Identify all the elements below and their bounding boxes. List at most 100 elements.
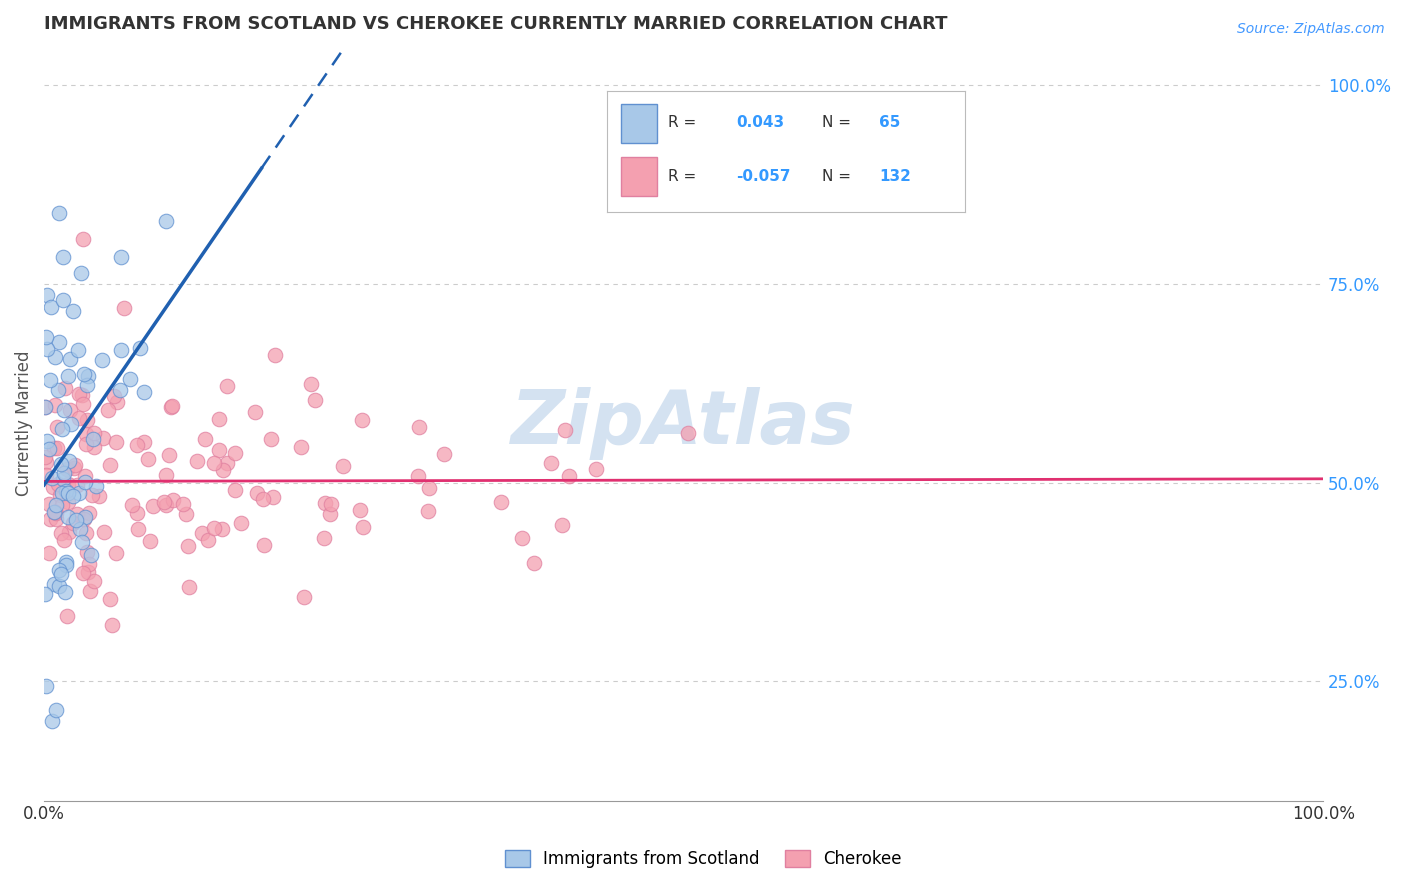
Text: IMMIGRANTS FROM SCOTLAND VS CHEROKEE CURRENTLY MARRIED CORRELATION CHART: IMMIGRANTS FROM SCOTLAND VS CHEROKEE CUR…	[44, 15, 948, 33]
Point	[51, 422, 73, 436]
Point	[76, 544, 98, 558]
Point	[118, 372, 141, 386]
Point	[319, 498, 342, 512]
Point	[676, 426, 699, 441]
Point	[416, 503, 439, 517]
Point	[558, 469, 581, 483]
Point	[55, 484, 77, 499]
Point	[157, 448, 180, 462]
Point	[34, 401, 56, 415]
Point	[41, 300, 63, 314]
Point	[176, 508, 198, 522]
Point	[82, 487, 104, 501]
Point	[69, 486, 91, 500]
Point	[110, 250, 132, 264]
Point	[260, 433, 283, 447]
Point	[35, 468, 58, 483]
Point	[38, 546, 60, 560]
Point	[264, 348, 287, 362]
Point	[98, 591, 121, 606]
Point	[62, 489, 84, 503]
Point	[79, 583, 101, 598]
Point	[51, 486, 73, 500]
Point	[46, 476, 69, 491]
Point	[41, 714, 63, 728]
Point	[104, 434, 127, 449]
Point	[229, 516, 252, 530]
Point	[66, 507, 89, 521]
Point	[49, 566, 72, 581]
Point	[34, 455, 56, 469]
Point	[56, 510, 79, 524]
Point	[252, 539, 274, 553]
Point	[75, 525, 97, 540]
Point	[77, 557, 100, 571]
Point	[77, 368, 100, 383]
Point	[352, 520, 374, 534]
Point	[91, 353, 114, 368]
Point	[82, 432, 104, 446]
Point	[208, 443, 231, 458]
Point	[179, 580, 201, 594]
Point	[406, 468, 429, 483]
Point	[67, 343, 90, 357]
Point	[108, 384, 131, 398]
Point	[56, 486, 79, 500]
Point	[224, 483, 246, 497]
Point	[70, 535, 93, 549]
Point	[585, 462, 607, 476]
Point	[37, 342, 59, 356]
Point	[60, 417, 83, 432]
Point	[34, 587, 56, 601]
Point	[41, 471, 63, 485]
Point	[160, 399, 183, 413]
Point	[51, 498, 73, 512]
Point	[312, 531, 335, 545]
Point	[132, 385, 155, 400]
Point	[67, 387, 90, 401]
Point	[44, 505, 66, 519]
Point	[160, 400, 183, 414]
Point	[551, 518, 574, 533]
Point	[77, 506, 100, 520]
Point	[155, 498, 177, 512]
Point	[125, 507, 148, 521]
Point	[224, 446, 246, 460]
Point	[51, 457, 73, 471]
Point	[48, 335, 70, 350]
Point	[73, 475, 96, 490]
Point	[80, 548, 103, 562]
Point	[72, 397, 94, 411]
Point	[83, 425, 105, 440]
Point	[44, 350, 66, 364]
Point	[45, 419, 67, 434]
Point	[202, 456, 225, 470]
Point	[97, 403, 120, 417]
Point	[72, 367, 94, 381]
Point	[91, 431, 114, 445]
Point	[53, 402, 76, 417]
Point	[101, 618, 124, 632]
Point	[55, 558, 77, 573]
Point	[87, 490, 110, 504]
Point	[554, 423, 576, 437]
Point	[56, 495, 79, 509]
Point	[418, 481, 440, 495]
Point	[129, 342, 152, 356]
Point	[172, 497, 194, 511]
Point	[58, 454, 80, 468]
Point	[134, 435, 156, 450]
Point	[45, 506, 67, 520]
Point	[194, 432, 217, 446]
Point	[38, 442, 60, 457]
Point	[215, 456, 238, 470]
Point	[252, 491, 274, 506]
Point	[262, 490, 284, 504]
Point	[84, 478, 107, 492]
Point	[408, 419, 430, 434]
Point	[72, 566, 94, 580]
Point	[53, 585, 76, 599]
Point	[72, 232, 94, 246]
Point	[243, 404, 266, 418]
Point	[59, 402, 82, 417]
